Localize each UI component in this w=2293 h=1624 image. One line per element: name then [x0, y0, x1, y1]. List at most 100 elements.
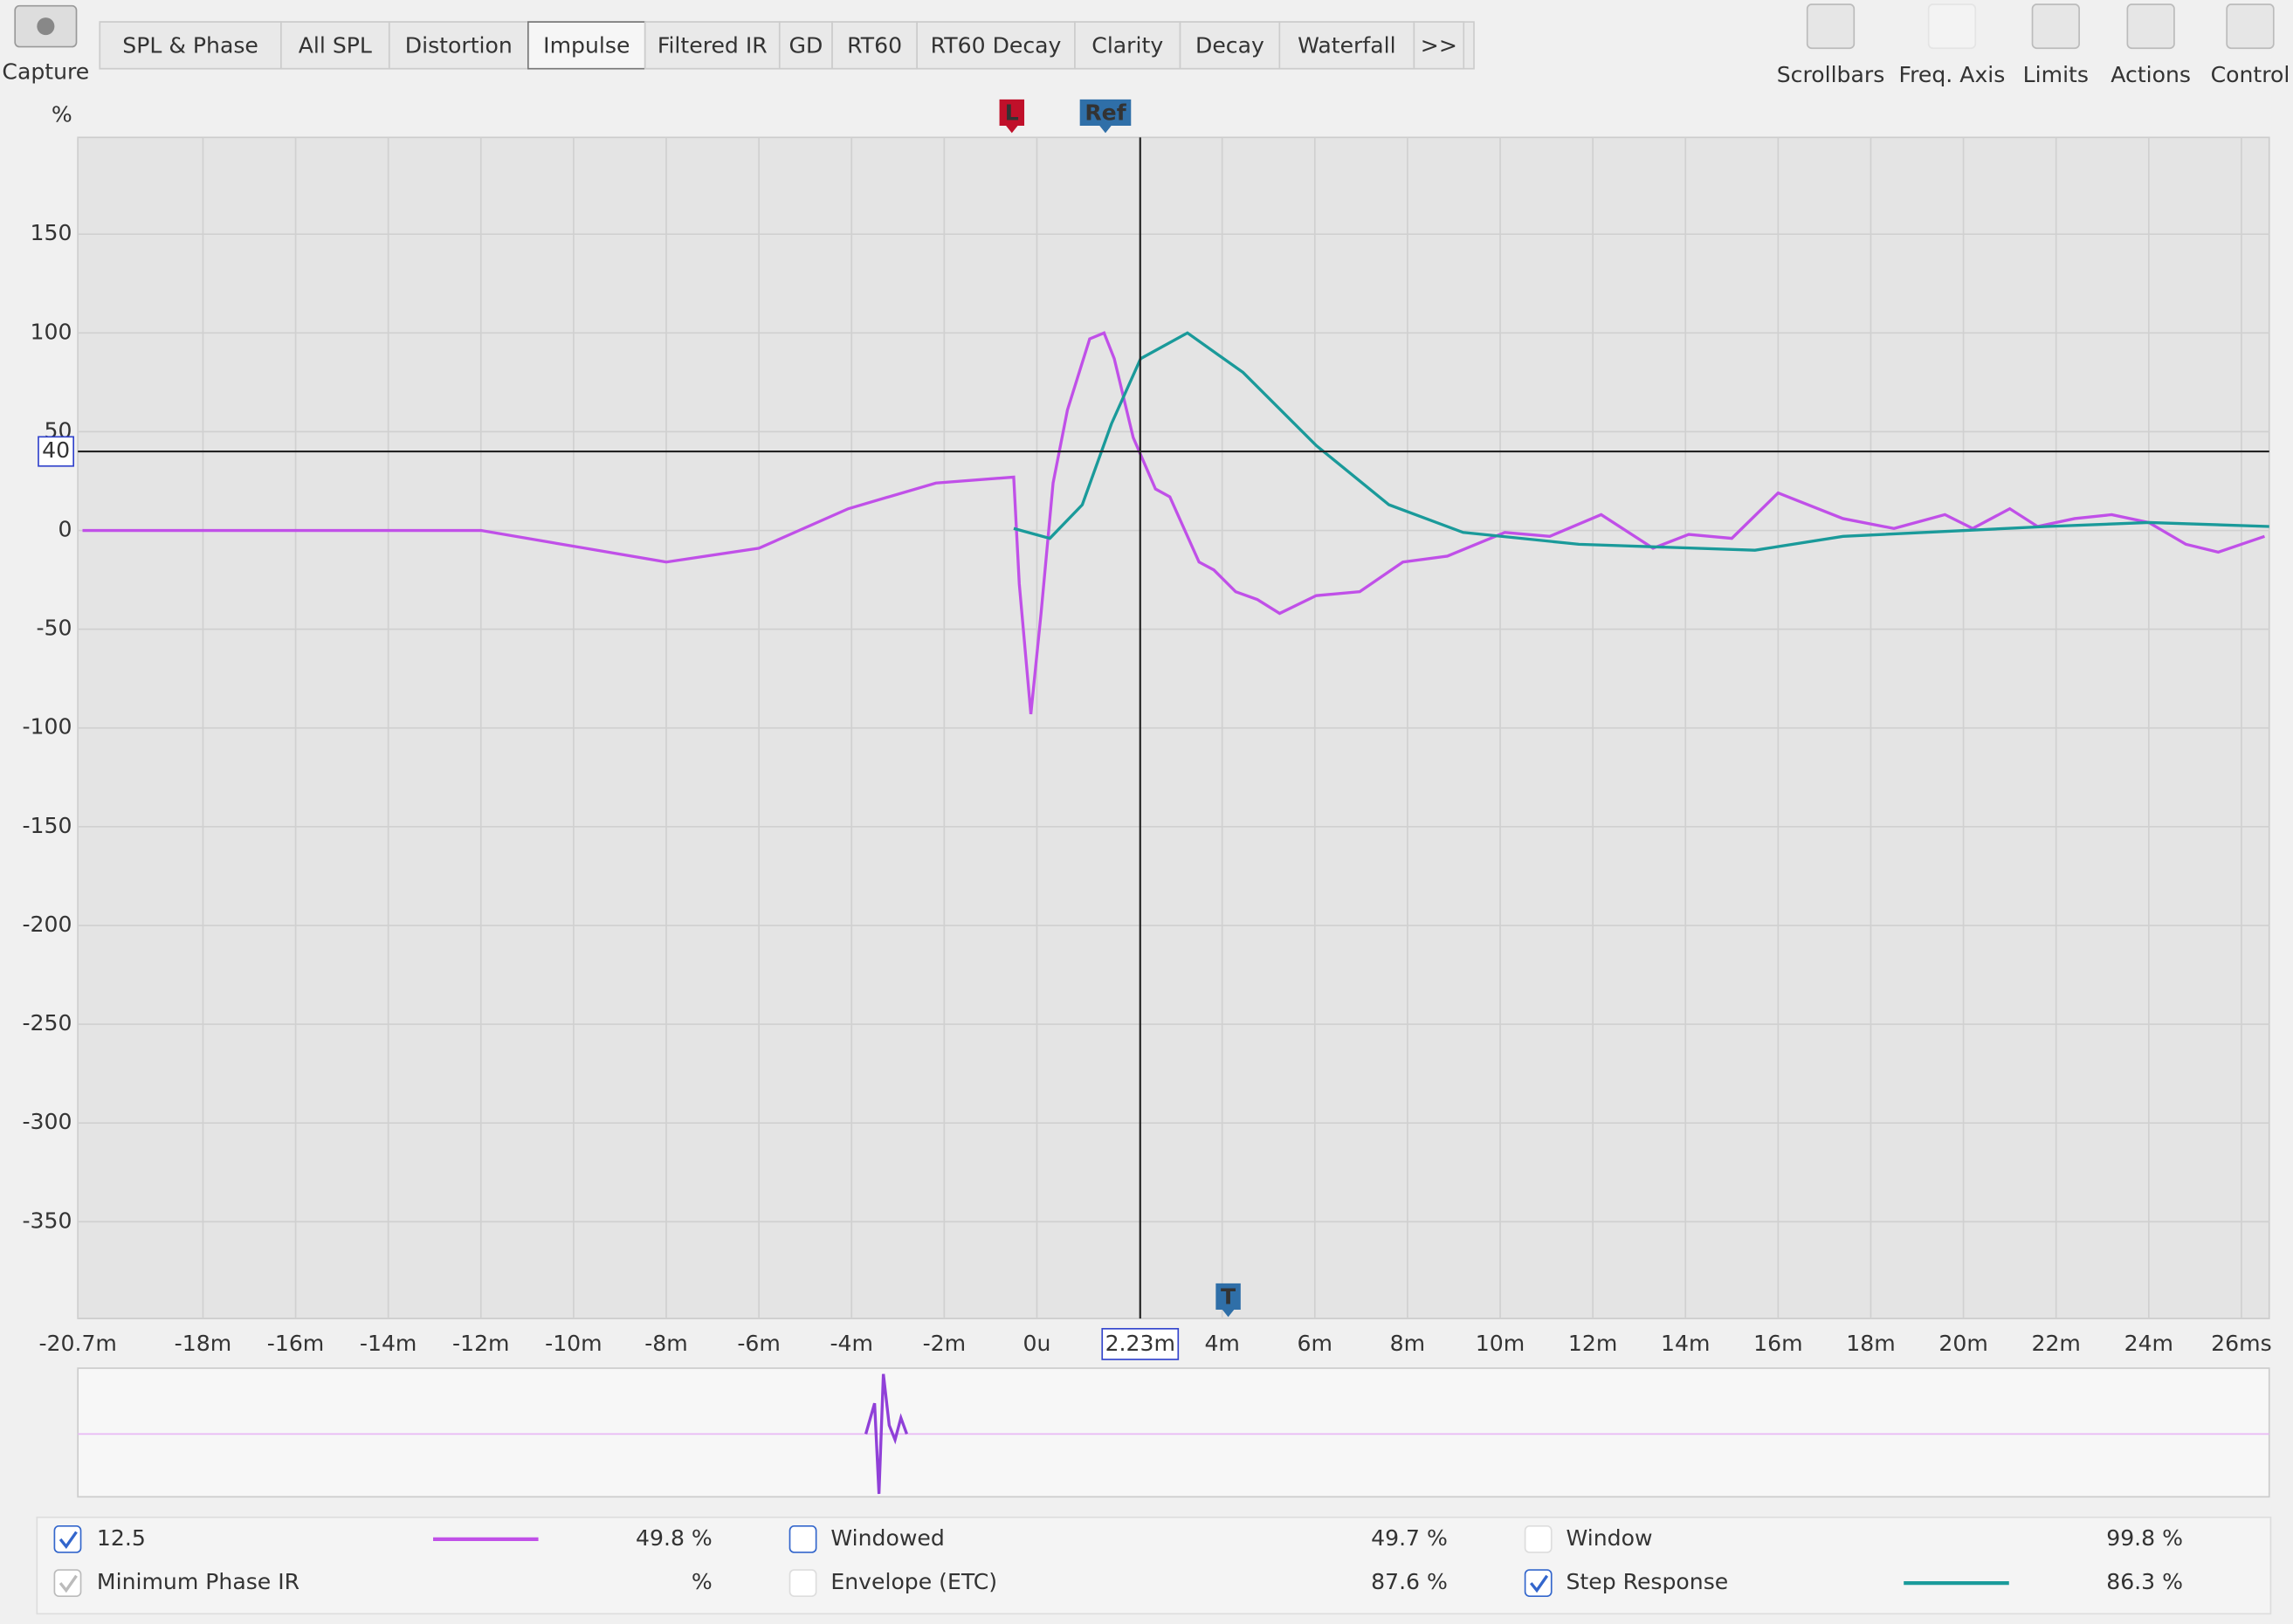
- overview-trace: [864, 1373, 909, 1495]
- toolbar-icon[interactable]: [2126, 3, 2175, 50]
- checkbox[interactable]: [53, 1569, 82, 1598]
- tab[interactable]: [1413, 21, 1465, 70]
- legend-text: Window: [1566, 1525, 1652, 1551]
- tab-label[interactable]: >>: [1421, 33, 1457, 58]
- y-tick-label: -100: [22, 714, 72, 740]
- x-tick-label: 26ms: [2211, 1331, 2272, 1356]
- cursor-x-box: [1101, 1327, 1180, 1360]
- legend-text: 49.8 %: [636, 1525, 713, 1551]
- checkmark: [59, 1574, 78, 1593]
- marker-label[interactable]: L: [1005, 100, 1019, 126]
- legend-text: Step Response: [1566, 1569, 1728, 1594]
- tab-label[interactable]: All SPL: [299, 33, 372, 58]
- checkbox[interactable]: [788, 1524, 817, 1553]
- tab-label[interactable]: Distortion: [405, 33, 513, 58]
- marker-flag[interactable]: [1215, 1283, 1241, 1318]
- x-tick-label: -20.7m: [38, 1331, 116, 1356]
- overview: [77, 1367, 2270, 1498]
- tab[interactable]: [916, 21, 1076, 70]
- x-tick-label: -4m: [830, 1331, 873, 1356]
- legend-text: 86.3 %: [2106, 1569, 2183, 1594]
- toolbar-button-label[interactable]: Freq. Axis: [1899, 62, 2006, 87]
- y-tick-label: 0: [59, 517, 72, 542]
- cursor-y-box: [38, 436, 74, 467]
- x-tick-label: -6m: [737, 1331, 781, 1356]
- tab[interactable]: [1278, 21, 1415, 70]
- legend-text: %: [692, 1569, 713, 1594]
- y-tick-label: 100: [31, 319, 72, 344]
- legend-text: Envelope (ETC): [830, 1569, 997, 1594]
- capture-lens: [37, 17, 55, 36]
- x-tick-label: 14m: [1661, 1331, 1710, 1356]
- checkbox[interactable]: [1524, 1569, 1553, 1598]
- toolbar-button-label[interactable]: Limits: [2023, 62, 2089, 87]
- toolbar-button-label[interactable]: Scrollbars: [1777, 62, 1885, 87]
- y-tick-label: 150: [31, 220, 72, 245]
- toolbar-icon[interactable]: [1927, 3, 1977, 50]
- cursor-y-label: 40: [42, 437, 70, 463]
- capture-label[interactable]: Capture: [2, 59, 89, 85]
- toolbar-icon[interactable]: [2031, 3, 2080, 50]
- tab[interactable]: [1179, 21, 1281, 70]
- x-tick-label: -18m: [175, 1331, 231, 1356]
- marker-label[interactable]: T: [1221, 1284, 1236, 1310]
- tab[interactable]: [778, 21, 833, 70]
- toolbar-icon[interactable]: [2226, 3, 2275, 50]
- toolbar-button-label[interactable]: Control: [2211, 62, 2290, 87]
- y-tick-label: -300: [22, 1109, 72, 1134]
- series-line: [82, 331, 2265, 715]
- tab-label[interactable]: Impulse: [543, 33, 630, 58]
- marker-flag[interactable]: [1079, 99, 1132, 134]
- marker-flag[interactable]: [999, 99, 1025, 134]
- x-tick-label: 4m: [1204, 1331, 1239, 1356]
- tab[interactable]: [99, 21, 282, 70]
- toolbar-icon[interactable]: [1806, 3, 1856, 50]
- x-tick-label: 20m: [1938, 1331, 1987, 1356]
- tab[interactable]: [644, 21, 781, 70]
- y-tick-label: -350: [22, 1208, 72, 1233]
- x-tick-label: 18m: [1846, 1331, 1895, 1356]
- tab-label[interactable]: Decay: [1195, 33, 1264, 58]
- x-tick-label: -12m: [452, 1331, 509, 1356]
- checkmark: [1529, 1574, 1549, 1593]
- series-line: [1013, 331, 2269, 552]
- legend-text: Minimum Phase IR: [97, 1569, 300, 1594]
- checkbox[interactable]: [53, 1524, 82, 1553]
- checkmark: [59, 1531, 78, 1550]
- x-tick-label: 8m: [1390, 1331, 1425, 1356]
- tab-label[interactable]: GD: [789, 33, 823, 58]
- y-tick-label: -150: [22, 813, 72, 838]
- x-tick-label: 0u: [1023, 1331, 1051, 1356]
- tab-label[interactable]: RT60 Decay: [931, 33, 1062, 58]
- tab-label[interactable]: Waterfall: [1298, 33, 1395, 58]
- marker-label[interactable]: Ref: [1085, 100, 1126, 126]
- tab-label[interactable]: Clarity: [1091, 33, 1163, 58]
- x-tick-label: -2m: [923, 1331, 967, 1356]
- x-tick-label: -16m: [267, 1331, 324, 1356]
- y-axis-label: %: [52, 101, 72, 127]
- legend-text: 87.6 %: [1371, 1569, 1448, 1594]
- tab[interactable]: [831, 21, 918, 70]
- x-tick-label: 24m: [2124, 1331, 2173, 1356]
- x-tick-label: -14m: [360, 1331, 417, 1356]
- tab-label[interactable]: Filtered IR: [658, 33, 768, 58]
- y-tick-label: -200: [22, 912, 72, 937]
- tab-label[interactable]: SPL & Phase: [122, 33, 258, 58]
- toolbar-button-label[interactable]: Actions: [2111, 62, 2191, 87]
- checkbox[interactable]: [788, 1569, 817, 1598]
- x-tick-label: 6m: [1298, 1331, 1332, 1356]
- x-tick-label: -10m: [545, 1331, 602, 1356]
- legend-text: 49.7 %: [1371, 1525, 1448, 1551]
- x-tick-label: 12m: [1568, 1331, 1617, 1356]
- y-tick-label: -250: [22, 1010, 72, 1036]
- legend-text: 99.8 %: [2106, 1525, 2183, 1551]
- legend-text: Windowed: [830, 1525, 944, 1551]
- x-tick-label: 16m: [1753, 1331, 1802, 1356]
- checkbox[interactable]: [1524, 1524, 1553, 1553]
- y-tick-label: -50: [36, 616, 72, 641]
- legend-panel: [36, 1516, 2272, 1615]
- tab-label[interactable]: RT60: [847, 33, 902, 58]
- x-tick-label: 10m: [1476, 1331, 1525, 1356]
